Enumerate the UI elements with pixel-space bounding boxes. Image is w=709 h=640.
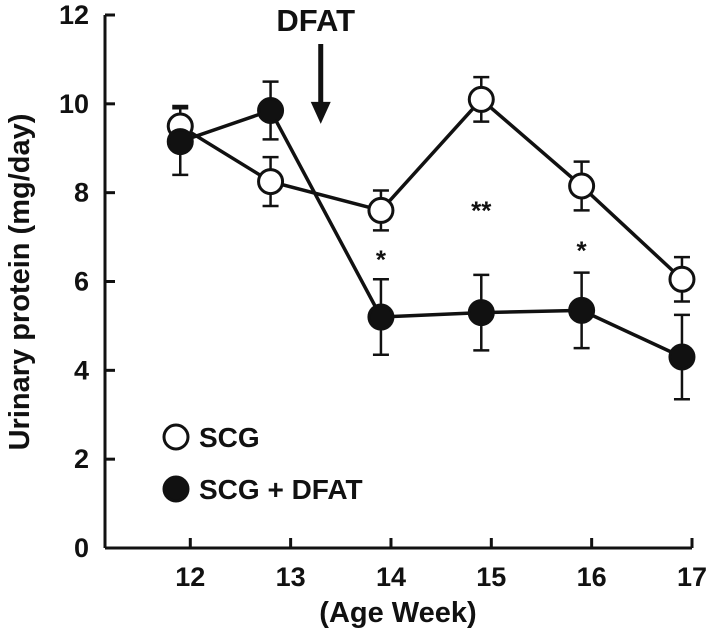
- y-tick-label: 8: [74, 178, 89, 208]
- data-point-scg: [257, 168, 285, 196]
- data-point-scg-dfat: [668, 343, 696, 371]
- legend-marker-scg-dfat: [162, 475, 190, 503]
- y-tick-label: 4: [74, 355, 89, 385]
- y-tick-label: 2: [74, 444, 89, 474]
- significance-marker: **: [471, 196, 492, 226]
- dfat-label: DFAT: [276, 3, 355, 38]
- data-point-scg: [467, 85, 495, 113]
- x-tick-label: 17: [677, 562, 707, 592]
- dfat-arrow-head: [310, 101, 331, 124]
- y-tick-label: 10: [59, 89, 89, 119]
- data-point-scg: [367, 196, 395, 224]
- y-axis-title: Urinary protein (mg/day): [4, 114, 36, 451]
- data-point-scg-dfat: [568, 296, 596, 324]
- series-line-0: [179, 96, 684, 281]
- y-tick-label: 12: [59, 0, 89, 30]
- significance-marker: *: [577, 236, 588, 266]
- data-point-scg: [668, 265, 696, 293]
- legend-label: SCG: [199, 422, 260, 453]
- data-point-scg-dfat: [257, 96, 285, 124]
- x-tick-label: 13: [276, 562, 306, 592]
- data-point-scg-dfat: [367, 303, 395, 331]
- x-tick-label: 14: [376, 562, 406, 592]
- significance-marker: *: [376, 244, 387, 274]
- x-axis-title: (Age Week): [319, 597, 476, 629]
- y-tick-label: 0: [74, 533, 89, 563]
- data-point-scg: [568, 172, 596, 200]
- x-tick-label: 16: [577, 562, 607, 592]
- data-point-scg-dfat: [467, 299, 495, 327]
- x-tick-label: 12: [175, 562, 205, 592]
- x-tick-label: 15: [476, 562, 506, 592]
- legend-marker-scg: [162, 423, 190, 451]
- y-tick-label: 6: [74, 267, 89, 297]
- legend-label: SCG + DFAT: [199, 474, 363, 505]
- series-line-1: [179, 108, 683, 359]
- data-point-scg-dfat: [166, 128, 194, 156]
